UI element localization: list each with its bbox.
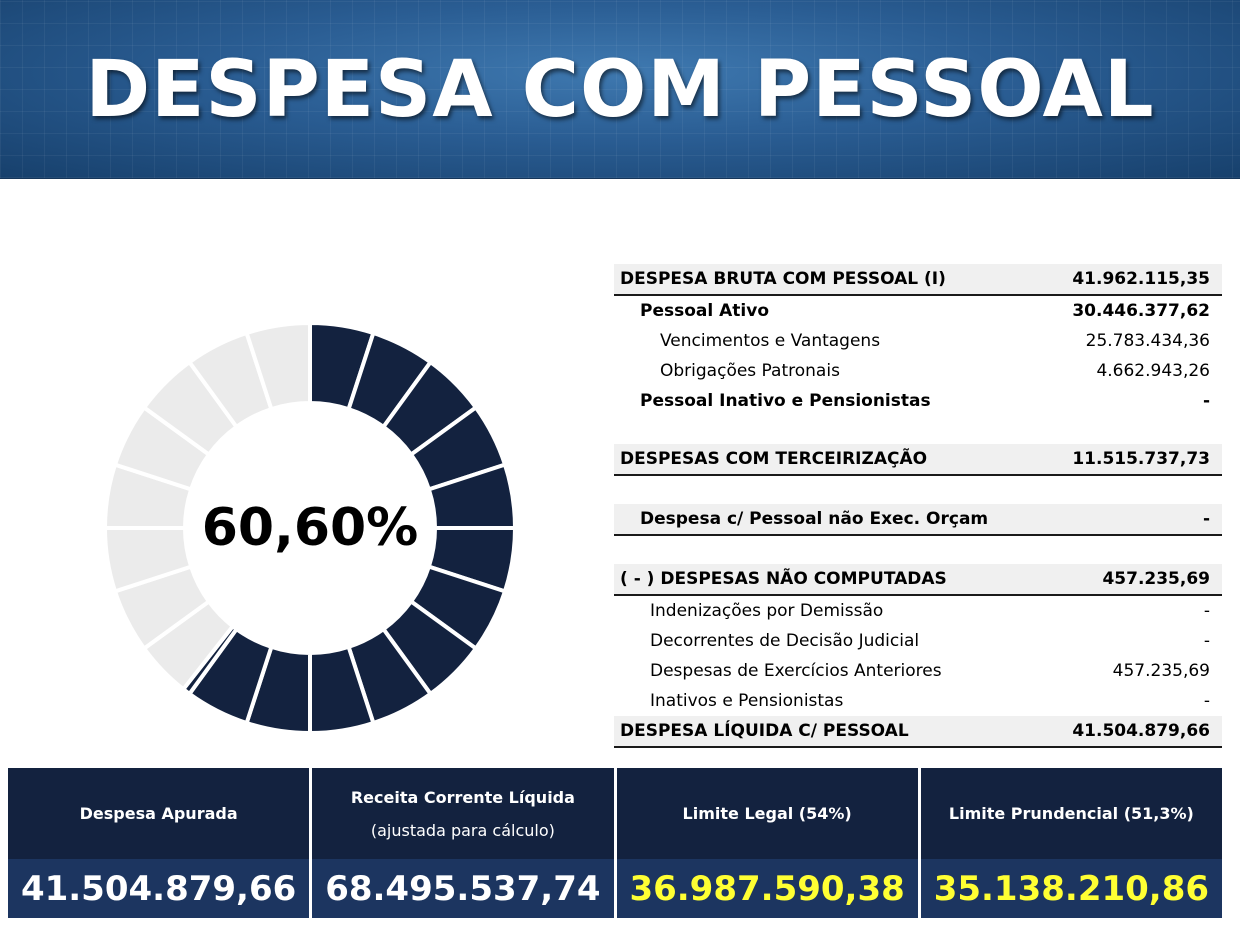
card-header: Limite Prundencial (51,3%)	[920, 768, 1222, 859]
row-inativos-pensionistas: Inativos e Pensionistas -	[614, 686, 1222, 716]
row-exercicios-anteriores: Despesas de Exercícios Anteriores 457.23…	[614, 656, 1222, 686]
percentage-gauge	[102, 320, 518, 736]
card-limite-legal: Limite Legal (54%) 36.987.590,38	[616, 768, 918, 918]
card-label: Limite Prundencial (51,3%)	[948, 804, 1194, 823]
row-obrigacoes: Obrigações Patronais 4.662.943,26	[614, 356, 1222, 386]
row-label: Inativos e Pensionistas	[650, 691, 844, 711]
row-despesa-liquida: DESPESA LÍQUIDA C/ PESSOAL 41.504.879,66	[614, 716, 1222, 748]
spacer	[614, 536, 1222, 564]
row-value: -	[1203, 691, 1210, 711]
row-nao-exec-orcam: Despesa c/ Pessoal não Exec. Orçam -	[614, 504, 1222, 536]
row-label: Pessoal Inativo e Pensionistas	[640, 391, 931, 411]
gauge-percent-label: 60,60%	[201, 498, 419, 558]
header-banner: DESPESA COM PESSOAL	[0, 0, 1240, 179]
row-terceirizacao: DESPESAS COM TERCEIRIZAÇÃO 11.515.737,73	[614, 444, 1222, 476]
row-label: DESPESA BRUTA COM PESSOAL (I)	[620, 269, 946, 289]
card-value: 41.504.879,66	[8, 859, 310, 918]
row-decisao-judicial: Decorrentes de Decisão Judicial -	[614, 626, 1222, 656]
row-label: Vencimentos e Vantagens	[660, 331, 881, 351]
row-value: -	[1203, 631, 1210, 651]
row-label: Despesas de Exercícios Anteriores	[650, 661, 942, 681]
row-label: Indenizações por Demissão	[650, 601, 884, 621]
row-value: 457.235,69	[1112, 661, 1210, 681]
row-value: 41.962.115,35	[1072, 269, 1210, 289]
row-value: 25.783.434,36	[1085, 331, 1210, 351]
page-title: DESPESA COM PESSOAL	[85, 45, 1155, 135]
row-value: -	[1203, 601, 1210, 621]
row-label: DESPESAS COM TERCEIRIZAÇÃO	[620, 449, 928, 469]
row-value: 30.446.377,62	[1072, 301, 1210, 321]
card-label: Receita Corrente Líquida	[350, 787, 575, 807]
row-value: -	[1202, 509, 1210, 529]
row-label: ( - ) DESPESAS NÃO COMPUTADAS	[620, 569, 947, 589]
spacer	[614, 476, 1222, 504]
summary-cards: Despesa Apurada 41.504.879,66 Receita Co…	[8, 768, 1222, 918]
card-label: Despesa Apurada	[79, 804, 238, 823]
card-receita-corrente: Receita Corrente Líquida (ajustada para …	[312, 768, 614, 918]
card-value: 36.987.590,38	[616, 859, 918, 918]
card-sublabel: (ajustada para cálculo)	[370, 820, 555, 840]
row-label: DESPESA LÍQUIDA C/ PESSOAL	[620, 721, 909, 741]
card-value: 68.495.537,74	[312, 859, 614, 918]
row-label: Decorrentes de Decisão Judicial	[650, 631, 920, 651]
row-label: Pessoal Ativo	[640, 301, 769, 321]
card-header: Despesa Apurada	[8, 768, 310, 859]
card-label: Limite Legal (54%)	[682, 804, 852, 823]
spacer	[614, 416, 1222, 444]
row-vencimentos: Vencimentos e Vantagens 25.783.434,36	[614, 326, 1222, 356]
row-value: 41.504.879,66	[1072, 721, 1210, 741]
card-value: 35.138.210,86	[920, 859, 1222, 918]
row-label: Obrigações Patronais	[660, 361, 840, 381]
card-limite-prudencial: Limite Prundencial (51,3%) 35.138.210,86	[920, 768, 1222, 918]
row-pessoal-inativo: Pessoal Inativo e Pensionistas -	[614, 386, 1222, 416]
card-despesa-apurada: Despesa Apurada 41.504.879,66	[8, 768, 310, 918]
row-nao-computadas: ( - ) DESPESAS NÃO COMPUTADAS 457.235,69	[614, 564, 1222, 596]
row-value: -	[1202, 391, 1210, 411]
row-value: 457.235,69	[1102, 569, 1210, 589]
expense-table: DESPESA BRUTA COM PESSOAL (I) 41.962.115…	[614, 264, 1222, 748]
row-pessoal-ativo: Pessoal Ativo 30.446.377,62	[614, 296, 1222, 326]
card-header: Limite Legal (54%)	[616, 768, 918, 859]
row-indenizacoes: Indenizações por Demissão -	[614, 596, 1222, 626]
row-label: Despesa c/ Pessoal não Exec. Orçam	[640, 509, 989, 529]
row-value: 4.662.943,26	[1096, 361, 1210, 381]
row-value: 11.515.737,73	[1072, 449, 1210, 469]
card-header: Receita Corrente Líquida (ajustada para …	[312, 768, 614, 859]
gauge-segment-empty	[244, 320, 312, 412]
row-despesa-bruta: DESPESA BRUTA COM PESSOAL (I) 41.962.115…	[614, 264, 1222, 296]
